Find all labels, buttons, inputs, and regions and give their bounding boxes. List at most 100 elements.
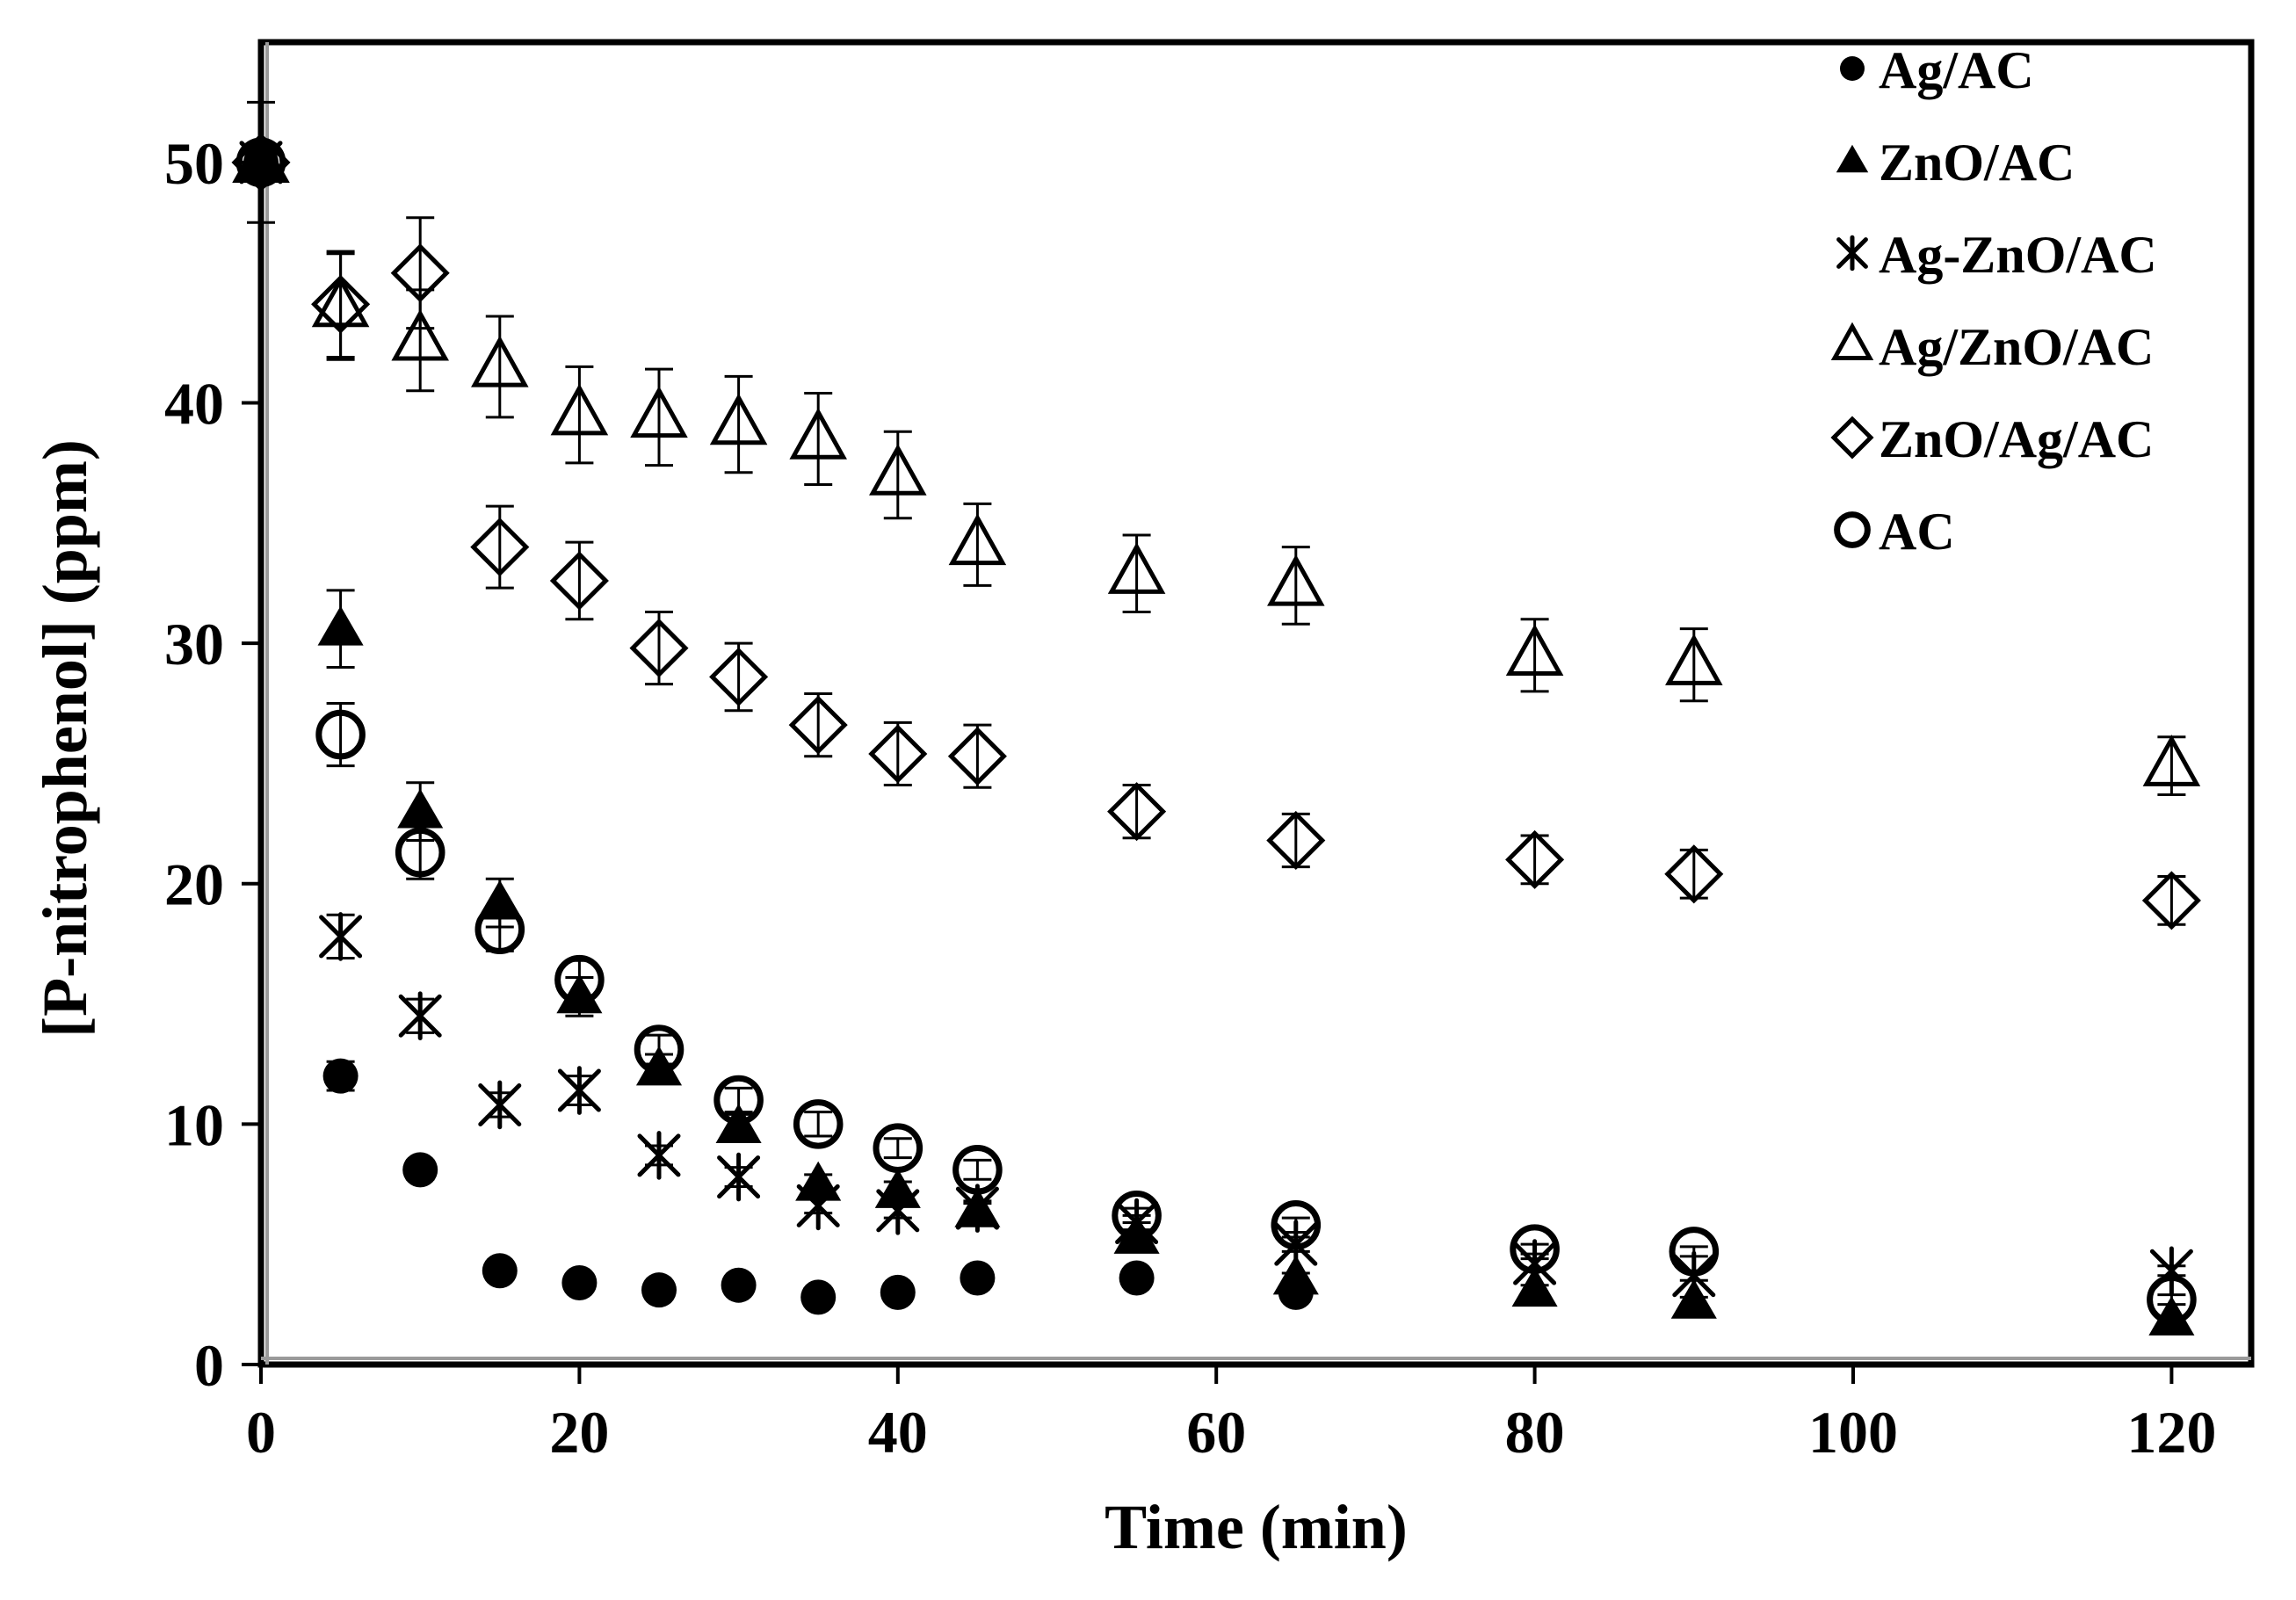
- point-zno-ag-ac: [868, 724, 928, 784]
- point-ag-ac: [1119, 1260, 1155, 1296]
- legend-label-ag-ac: Ag/AC: [1879, 41, 2034, 99]
- legend-marker-zno-ag-ac: [1830, 416, 1874, 460]
- y-tick-label: 0: [194, 1332, 224, 1399]
- point-zno-ag-ac: [390, 243, 450, 303]
- point-zno-ac: [795, 1161, 842, 1201]
- point-zno-ag-ac: [709, 647, 769, 706]
- point-ag-ac: [641, 1272, 677, 1308]
- point-ac: [2147, 1274, 2197, 1325]
- point-zno-ag-ac: [1107, 782, 1167, 842]
- point-zno-ac: [2148, 1295, 2195, 1336]
- point-ac: [1510, 1224, 1560, 1274]
- y-tick-label: 20: [164, 851, 224, 918]
- point-ac: [873, 1123, 923, 1174]
- point-ag-zno-ac: [1267, 554, 1325, 606]
- point-ag-zno-ac: [709, 393, 768, 445]
- point-zno-ac: [1272, 1255, 1319, 1295]
- point-ac: [315, 709, 366, 760]
- point-ag-ac: [402, 1152, 438, 1188]
- y-tick-label: 50: [164, 130, 224, 197]
- point-zno-ag-ac: [947, 727, 1007, 786]
- point-ag-ac: [322, 1058, 359, 1094]
- point-ac: [793, 1099, 844, 1149]
- point-ag-zno-ac: [391, 308, 449, 361]
- point-zno-ag-ac: [549, 551, 609, 611]
- point-ag-zno-ac: [717, 1152, 761, 1202]
- y-tick-label: 30: [164, 611, 224, 677]
- legend-marker-ag-ac: [1840, 56, 1865, 81]
- point-ag-zno-ac: [796, 1181, 840, 1231]
- point-ag-ac: [482, 1253, 518, 1289]
- point-ag-zno-ac: [869, 444, 927, 496]
- point-ag-zno-ac: [550, 383, 609, 436]
- x-axis-title: Time (min): [1105, 1492, 1408, 1562]
- point-zno-ag-ac: [311, 274, 371, 334]
- point-ac: [713, 1075, 764, 1126]
- point-ag-zno-ac: [478, 1080, 522, 1130]
- point-ag-zno-ac: [232, 131, 290, 184]
- point-ag-zno-ac: [557, 1066, 601, 1115]
- point-zno-ag-ac: [470, 518, 530, 577]
- point-ag-zno-ac: [948, 513, 1007, 566]
- legend-label-zno-ag-ac: ZnO/Ag/AC: [1879, 410, 2154, 468]
- point-ag-zno-ac: [637, 1131, 681, 1180]
- x-tick-label: 40: [868, 1399, 928, 1466]
- point-zno-ag-ac: [1266, 810, 1326, 871]
- y-tick-label: 10: [164, 1091, 224, 1158]
- point-zno-ag-ac: [629, 619, 689, 678]
- point-zno-ag-ac: [1664, 844, 1724, 904]
- plot-area-border: [257, 39, 2255, 1368]
- point-ac: [1669, 1227, 1720, 1277]
- point-ag-zno-ac: [1665, 633, 1723, 685]
- point-ag-ac: [880, 1274, 916, 1310]
- point-ag-zno-ac: [311, 275, 370, 328]
- point-ag-ac: [721, 1267, 757, 1303]
- point-ag-ac: [561, 1264, 598, 1300]
- point-zno-ag-ac: [2141, 871, 2201, 930]
- point-ag-ac: [800, 1279, 837, 1315]
- point-ag-zno-ac: [789, 408, 847, 460]
- point-ag-zno-ac: [876, 1186, 920, 1235]
- legend-marker-ac: [1834, 511, 1871, 548]
- point-ac: [474, 904, 525, 955]
- point-zno-ac: [397, 788, 444, 829]
- legend-label-ag-zno-ac: Ag-ZnO/AC: [1879, 226, 2157, 284]
- point-ac: [634, 1024, 684, 1075]
- point-zno-ac: [556, 974, 603, 1014]
- point-ac: [554, 954, 605, 1005]
- point-ag-zno-ac: [2142, 735, 2201, 786]
- legend-marker-zno-ac: [1836, 144, 1869, 173]
- point-ag-ac: [960, 1260, 996, 1296]
- point-ag-zno-ac: [1513, 1239, 1557, 1288]
- point-ac: [952, 1145, 1003, 1195]
- x-tick-label: 0: [246, 1399, 276, 1466]
- point-ag-zno-ac: [630, 386, 688, 438]
- point-zno-ag-ac: [1505, 829, 1565, 889]
- point-ag-zno-ac: [1107, 542, 1166, 594]
- legend-marker-ag-zno-ac: [1836, 235, 1868, 271]
- x-tick-label: 80: [1505, 1399, 1565, 1466]
- point-ag-zno-ac: [398, 991, 442, 1041]
- legend-label-zno-ac: ZnO/AC: [1879, 134, 2075, 192]
- point-zno-ac: [317, 605, 364, 646]
- point-ag-zno-ac: [319, 912, 363, 961]
- x-tick-label: 100: [1808, 1399, 1898, 1466]
- legend-marker-ag-zno-ac: [1830, 322, 1874, 360]
- x-tick-label: 20: [549, 1399, 609, 1466]
- point-zno-ac: [635, 1046, 683, 1086]
- y-tick-label: 40: [164, 370, 224, 437]
- legend-label-ac: AC: [1879, 503, 1955, 561]
- x-tick-label: 60: [1186, 1399, 1246, 1466]
- point-ac: [235, 137, 286, 188]
- point-zno-ag-ac: [788, 695, 848, 755]
- point-ac: [1271, 1199, 1322, 1250]
- x-tick-label: 120: [2126, 1399, 2216, 1466]
- point-ag-zno-ac: [1505, 624, 1564, 676]
- y-axis-title: [P-nitrophenol] (ppm): [30, 439, 100, 1038]
- point-ac: [1112, 1191, 1162, 1241]
- point-ag-zno-ac: [471, 335, 529, 387]
- legend-label-ag-zno-ac: Ag/ZnO/AC: [1879, 318, 2154, 376]
- point-ac: [395, 827, 445, 878]
